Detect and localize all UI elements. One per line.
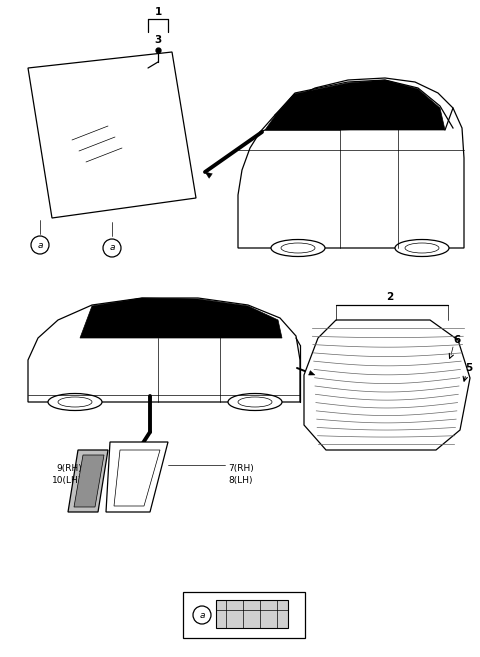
Circle shape <box>193 606 211 624</box>
Text: 5: 5 <box>466 363 473 373</box>
Polygon shape <box>80 298 282 338</box>
Polygon shape <box>74 455 104 507</box>
Text: 9(RH): 9(RH) <box>56 463 82 472</box>
Ellipse shape <box>58 397 92 407</box>
Ellipse shape <box>395 240 449 256</box>
Text: 3: 3 <box>155 35 162 45</box>
Ellipse shape <box>405 243 439 253</box>
Polygon shape <box>238 78 464 248</box>
Polygon shape <box>265 80 445 130</box>
Ellipse shape <box>281 243 315 253</box>
Ellipse shape <box>238 397 272 407</box>
Bar <box>183 592 305 638</box>
Polygon shape <box>309 371 315 375</box>
Text: 10(LH): 10(LH) <box>52 476 82 486</box>
Polygon shape <box>114 450 160 506</box>
Ellipse shape <box>271 240 325 256</box>
Text: 2: 2 <box>386 292 394 302</box>
Polygon shape <box>106 442 168 512</box>
Circle shape <box>31 236 49 254</box>
Polygon shape <box>132 453 138 460</box>
Text: 4: 4 <box>248 610 256 620</box>
Bar <box>216 600 288 628</box>
Polygon shape <box>205 172 212 178</box>
Ellipse shape <box>228 394 282 411</box>
Ellipse shape <box>48 394 102 411</box>
Polygon shape <box>28 52 196 218</box>
Text: a: a <box>37 240 43 250</box>
Polygon shape <box>28 298 300 402</box>
Text: a: a <box>199 610 205 620</box>
Text: 1: 1 <box>155 7 162 17</box>
Text: 6: 6 <box>454 335 461 345</box>
Text: 8(LH): 8(LH) <box>228 476 252 486</box>
Text: a: a <box>109 244 115 252</box>
Polygon shape <box>304 320 470 450</box>
Polygon shape <box>68 450 108 512</box>
Text: 7(RH): 7(RH) <box>228 463 254 472</box>
Circle shape <box>103 239 121 257</box>
